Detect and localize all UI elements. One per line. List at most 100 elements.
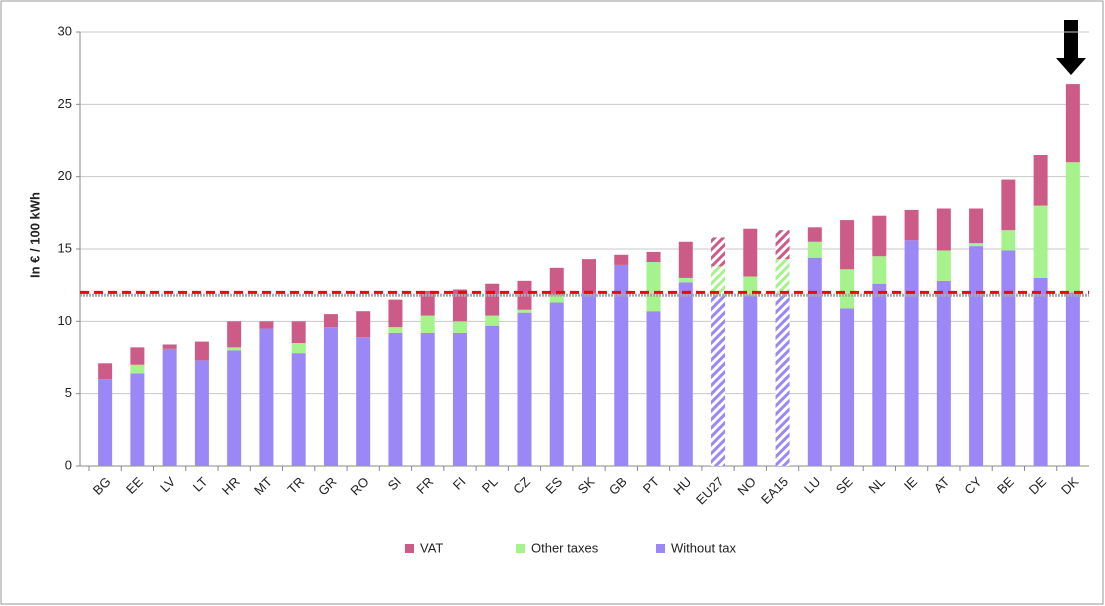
- bar-segment: [291, 321, 306, 344]
- x-tick-label: SI: [385, 474, 404, 493]
- bar-segment: [711, 295, 726, 466]
- y-tick-label: 15: [58, 240, 72, 255]
- bar-segment: [614, 254, 629, 265]
- x-tick-label: DK: [1058, 474, 1082, 498]
- bar-segment: [743, 228, 758, 277]
- bar-segment: [1001, 179, 1016, 231]
- bar-segment: [98, 379, 113, 466]
- legend-swatch: [516, 544, 525, 553]
- bar-segment: [936, 208, 951, 251]
- x-tick-label: NO: [734, 474, 758, 498]
- bar-segment: [227, 350, 242, 466]
- bar-segment: [840, 308, 855, 466]
- bar-segment: [969, 246, 984, 466]
- bar-segment: [452, 321, 467, 333]
- bar-segment: [227, 347, 242, 351]
- bar-segment: [646, 262, 661, 312]
- bar-segment: [872, 215, 887, 257]
- bar-segment: [194, 360, 209, 466]
- bar-segment: [711, 266, 726, 296]
- bar-segment: [775, 230, 790, 260]
- y-tick-label: 20: [58, 168, 72, 183]
- x-tick-label: HR: [219, 474, 243, 498]
- bar-segment: [517, 312, 532, 466]
- bar-segment: [420, 290, 435, 316]
- x-tick-label: FR: [413, 474, 436, 497]
- x-tick-label: RO: [347, 474, 371, 498]
- x-tick-label: LU: [801, 474, 823, 496]
- bar-segment: [485, 283, 500, 316]
- bar-segment: [807, 257, 822, 466]
- x-tick-label: HU: [670, 474, 694, 498]
- bar-segment: [904, 240, 919, 466]
- bar-segment: [678, 277, 693, 283]
- bar-segment: [549, 267, 564, 296]
- bar-segment: [291, 343, 306, 354]
- x-tick-label: PT: [640, 474, 662, 496]
- legend-swatch: [656, 544, 665, 553]
- bar-segment: [582, 259, 596, 294]
- bar-segment: [646, 311, 661, 466]
- bar-segment: [1065, 162, 1080, 293]
- bar-segment: [775, 293, 790, 466]
- bar-segment: [969, 243, 984, 247]
- bar-segment: [1033, 277, 1048, 466]
- bar-segment: [162, 348, 177, 466]
- bar-segment: [194, 341, 209, 361]
- y-tick-label: 30: [58, 23, 72, 38]
- x-tick-label: PL: [479, 474, 501, 496]
- bar-segment: [807, 227, 822, 242]
- bar-segment: [388, 299, 403, 328]
- x-tick-label: IE: [901, 474, 921, 494]
- x-tick-label: CY: [961, 474, 985, 498]
- bar-segment: [485, 325, 500, 466]
- bar-segment: [485, 315, 500, 326]
- bar-segment: [1001, 230, 1016, 251]
- bar-segment: [388, 327, 403, 333]
- bar-segment: [517, 309, 532, 313]
- bar-segment: [130, 364, 145, 374]
- x-tick-label: TR: [284, 474, 307, 497]
- bar-segment: [743, 276, 758, 296]
- x-tick-label: EU27: [693, 474, 727, 508]
- x-tick-label: MT: [251, 474, 275, 498]
- x-tick-label: EA15: [758, 474, 791, 507]
- y-tick-label: 0: [65, 457, 72, 472]
- x-tick-label: LV: [157, 474, 178, 495]
- x-tick-label: BG: [90, 474, 114, 498]
- x-tick-label: AT: [931, 474, 953, 496]
- x-tick-label: EE: [123, 474, 146, 497]
- bar-segment: [1033, 205, 1048, 278]
- bar-segment: [323, 327, 338, 466]
- x-tick-label: BE: [994, 474, 1017, 497]
- bar-segment: [162, 344, 177, 349]
- bar-segment: [969, 208, 984, 244]
- bar-segment: [356, 337, 371, 466]
- bar-segment: [1033, 154, 1048, 206]
- bar-segment: [711, 237, 726, 267]
- bar-segment: [678, 282, 693, 466]
- bar-segment: [549, 302, 564, 466]
- bar-segment: [582, 293, 596, 466]
- legend-swatch: [405, 544, 414, 553]
- x-tick-label: FI: [450, 474, 469, 493]
- x-tick-label: SK: [575, 474, 598, 497]
- bar-segment: [130, 347, 145, 365]
- x-tick-label: SE: [833, 474, 856, 497]
- y-tick-label: 10: [58, 313, 72, 328]
- x-tick-label: NL: [866, 474, 888, 496]
- bar-segment: [743, 295, 758, 466]
- legend-label: Without tax: [671, 540, 737, 555]
- bar-segment: [259, 328, 274, 466]
- legend-label: Other taxes: [531, 540, 599, 555]
- x-tick-label: GR: [315, 474, 339, 498]
- bar-segment: [678, 241, 693, 278]
- x-tick-label: ES: [542, 474, 565, 497]
- bar-segment: [98, 363, 113, 380]
- bar-segment: [259, 321, 274, 329]
- bar-segment: [872, 283, 887, 466]
- x-tick-label: DE: [1026, 474, 1050, 498]
- bar-segment: [904, 209, 919, 241]
- bar-segment: [936, 280, 951, 466]
